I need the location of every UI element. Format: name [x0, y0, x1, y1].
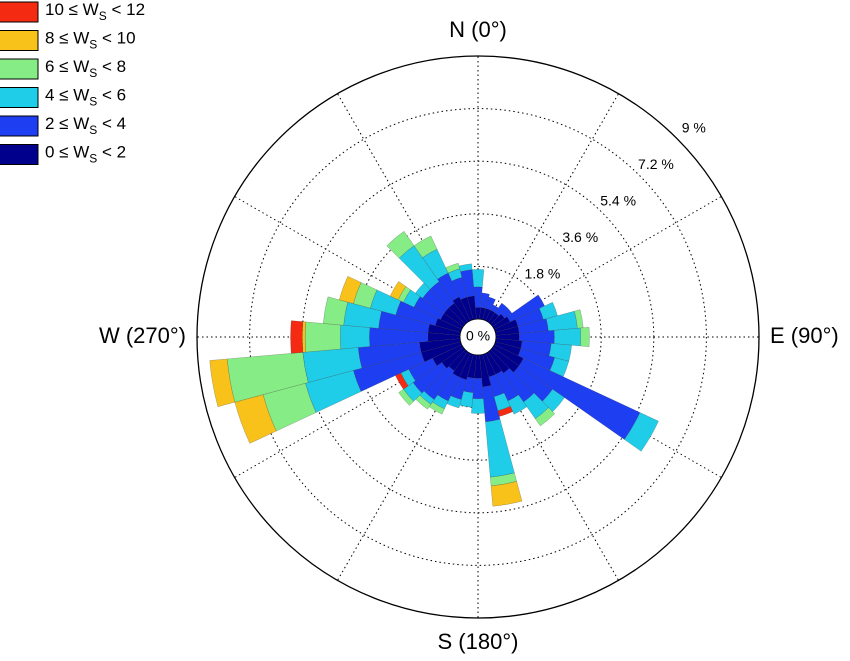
legend-label-part: < 8: [97, 57, 126, 76]
spoke: [493, 196, 722, 329]
sector: [323, 296, 348, 326]
sector: [445, 262, 460, 274]
sector: [507, 394, 528, 415]
sector: [471, 398, 485, 414]
legend-label: 10 ≤ WS < 12: [45, 0, 145, 23]
sector: [458, 263, 473, 272]
direction-label: E (90°): [770, 323, 839, 348]
legend-swatch: [0, 58, 39, 80]
spoke: [486, 352, 619, 581]
legend-label-part: < 6: [97, 86, 126, 105]
spoke: [234, 196, 463, 329]
sector: [580, 327, 590, 347]
sector: [471, 269, 485, 288]
legend-swatch: [0, 144, 39, 165]
legend-label-part: < 4: [97, 114, 126, 133]
legend-label: 2 ≤ WS < 4: [45, 114, 126, 137]
grid-ring: [354, 213, 602, 461]
legend-label-part: 0 ≤ W: [45, 143, 89, 162]
spoke: [337, 352, 470, 581]
legend-label-part: 6 ≤ W: [45, 57, 89, 76]
direction-label: N (0°): [449, 17, 507, 42]
legend-label-part: < 10: [97, 29, 135, 48]
grid-ring: [249, 108, 707, 566]
sector: [413, 235, 438, 258]
legend-label: 4 ≤ WS < 6: [45, 86, 126, 109]
legend-label-part: 2 ≤ W: [45, 114, 89, 133]
sector: [302, 321, 306, 353]
sector: [398, 388, 414, 406]
legend-label-part: 4 ≤ W: [45, 86, 89, 105]
legend-label-part: S: [89, 152, 97, 166]
legend-label: 8 ≤ WS < 10: [45, 29, 136, 52]
sector: [339, 324, 371, 350]
spoke: [486, 93, 619, 322]
legend-label-part: < 12: [107, 0, 145, 19]
spoke: [337, 93, 470, 322]
sector: [534, 407, 556, 427]
legend-label-part: 10 ≤ W: [45, 0, 99, 19]
r-tick-label: 9 %: [682, 119, 706, 135]
sector: [624, 412, 659, 452]
legend-label-part: S: [89, 38, 97, 52]
sector: [480, 292, 490, 309]
legend-label-part: S: [89, 123, 97, 137]
sector: [290, 320, 304, 354]
spoke: [234, 345, 463, 478]
legend-swatch: [0, 115, 39, 137]
legend-label-part: 8 ≤ W: [45, 29, 89, 48]
center-hole: [459, 318, 497, 356]
sector: [490, 481, 523, 507]
sector: [386, 231, 415, 259]
direction-label: W (270°): [99, 323, 186, 348]
legend-swatch: [0, 30, 39, 51]
sector: [485, 296, 496, 311]
sector: [389, 281, 407, 301]
legend-label-part: S: [99, 9, 107, 23]
legend-label-part: < 2: [97, 143, 126, 162]
sector: [304, 321, 341, 353]
r-tick-label: 0 %: [466, 328, 490, 344]
r-tick-label: 5.4 %: [600, 192, 636, 208]
sector: [485, 419, 515, 478]
r-tick-label: 1.8 %: [525, 265, 561, 281]
legend-label-part: S: [89, 95, 97, 109]
sector: [209, 358, 236, 407]
sector: [338, 276, 362, 304]
outer-ring: [196, 55, 760, 619]
direction-label: S (180°): [438, 629, 519, 654]
r-tick-label: 3.6 %: [562, 229, 598, 245]
legend-swatch: [0, 1, 39, 23]
sector: [553, 327, 581, 347]
legend-label-part: S: [89, 66, 97, 80]
legend-swatch: [0, 87, 39, 108]
legend-label: 0 ≤ WS < 2: [45, 143, 126, 166]
grid-ring: [301, 160, 655, 514]
r-tick-label: 7.2 %: [638, 156, 674, 172]
legend-label: 6 ≤ WS < 8: [45, 57, 126, 80]
